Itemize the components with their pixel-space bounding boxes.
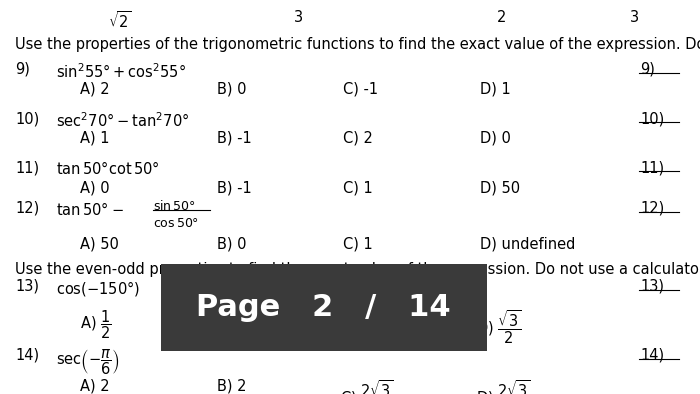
Text: 13): 13)	[640, 279, 664, 294]
Text: 9): 9)	[640, 62, 655, 77]
Text: A) 1: A) 1	[80, 131, 110, 146]
Text: D) 50: D) 50	[480, 180, 519, 195]
Text: $\sqrt{2}$: $\sqrt{2}$	[108, 10, 132, 31]
Text: C) 2: C) 2	[343, 131, 373, 146]
Text: 14): 14)	[15, 348, 39, 362]
Text: $\sin^2\!55° + \cos^2\!55°$: $\sin^2\!55° + \cos^2\!55°$	[56, 62, 186, 80]
Text: $\sin 50°$: $\sin 50°$	[153, 199, 195, 213]
Text: D) undefined: D) undefined	[480, 236, 575, 251]
Text: $\tan 50° -$: $\tan 50° -$	[56, 201, 124, 218]
Text: B) -1: B) -1	[217, 131, 252, 146]
Text: C) $\dfrac{2\sqrt{3}}{3}$: C) $\dfrac{2\sqrt{3}}{3}$	[340, 378, 393, 394]
Text: A) 2: A) 2	[80, 82, 110, 97]
Text: 13): 13)	[15, 279, 39, 294]
Text: A) 0: A) 0	[80, 180, 110, 195]
Text: A) $\dfrac{1}{2}$: A) $\dfrac{1}{2}$	[80, 308, 112, 341]
Text: 11): 11)	[640, 160, 664, 175]
Text: B) $\dfrac{-1}{2}$: B) $\dfrac{-1}{2}$	[214, 308, 258, 341]
Text: $\cos(-150°)$: $\cos(-150°)$	[56, 279, 140, 297]
Text: $\sec^2\!70° - \tan^2\!70°$: $\sec^2\!70° - \tan^2\!70°$	[56, 111, 189, 130]
Text: C) 1: C) 1	[343, 236, 372, 251]
Text: B) 0: B) 0	[217, 82, 246, 97]
Text: B) 2: B) 2	[217, 378, 246, 393]
FancyBboxPatch shape	[161, 264, 486, 351]
Text: D) $\dfrac{\sqrt{3}}{2}$: D) $\dfrac{\sqrt{3}}{2}$	[476, 308, 522, 346]
Text: Use the even-odd properties to find the exact value of the expression. Do not us: Use the even-odd properties to find the …	[15, 262, 700, 277]
Text: 3: 3	[294, 10, 303, 25]
Text: 10): 10)	[640, 111, 665, 126]
Text: $\tan 50° \cot 50°$: $\tan 50° \cot 50°$	[56, 160, 160, 177]
Text: $\sec\!\left(-\dfrac{\pi}{6}\right)$: $\sec\!\left(-\dfrac{\pi}{6}\right)$	[56, 348, 120, 377]
Text: 11): 11)	[15, 160, 39, 175]
Text: Use the properties of the trigonometric functions to find the exact value of the: Use the properties of the trigonometric …	[15, 37, 700, 52]
Text: Page   2   /   14: Page 2 / 14	[197, 293, 451, 322]
Text: A) 50: A) 50	[80, 236, 120, 251]
Text: 10): 10)	[15, 111, 40, 126]
Text: B) 0: B) 0	[217, 236, 246, 251]
Text: B) -1: B) -1	[217, 180, 252, 195]
Text: C) $-\dfrac{\sqrt{3}}{2}$: C) $-\dfrac{\sqrt{3}}{2}$	[340, 308, 396, 346]
Text: 2: 2	[497, 10, 506, 25]
Text: 9): 9)	[15, 62, 30, 77]
Text: D) $\dfrac{2\sqrt{3}}{3}$: D) $\dfrac{2\sqrt{3}}{3}$	[476, 378, 531, 394]
Text: D) 0: D) 0	[480, 131, 510, 146]
Text: $\cos 50°$: $\cos 50°$	[153, 217, 199, 230]
Text: C) 1: C) 1	[343, 180, 372, 195]
Text: 12): 12)	[640, 201, 665, 216]
Text: 14): 14)	[640, 348, 664, 362]
Text: 3: 3	[630, 10, 639, 25]
Text: 12): 12)	[15, 201, 40, 216]
Text: C) -1: C) -1	[343, 82, 378, 97]
Text: A) 2: A) 2	[80, 378, 110, 393]
Text: D) 1: D) 1	[480, 82, 510, 97]
